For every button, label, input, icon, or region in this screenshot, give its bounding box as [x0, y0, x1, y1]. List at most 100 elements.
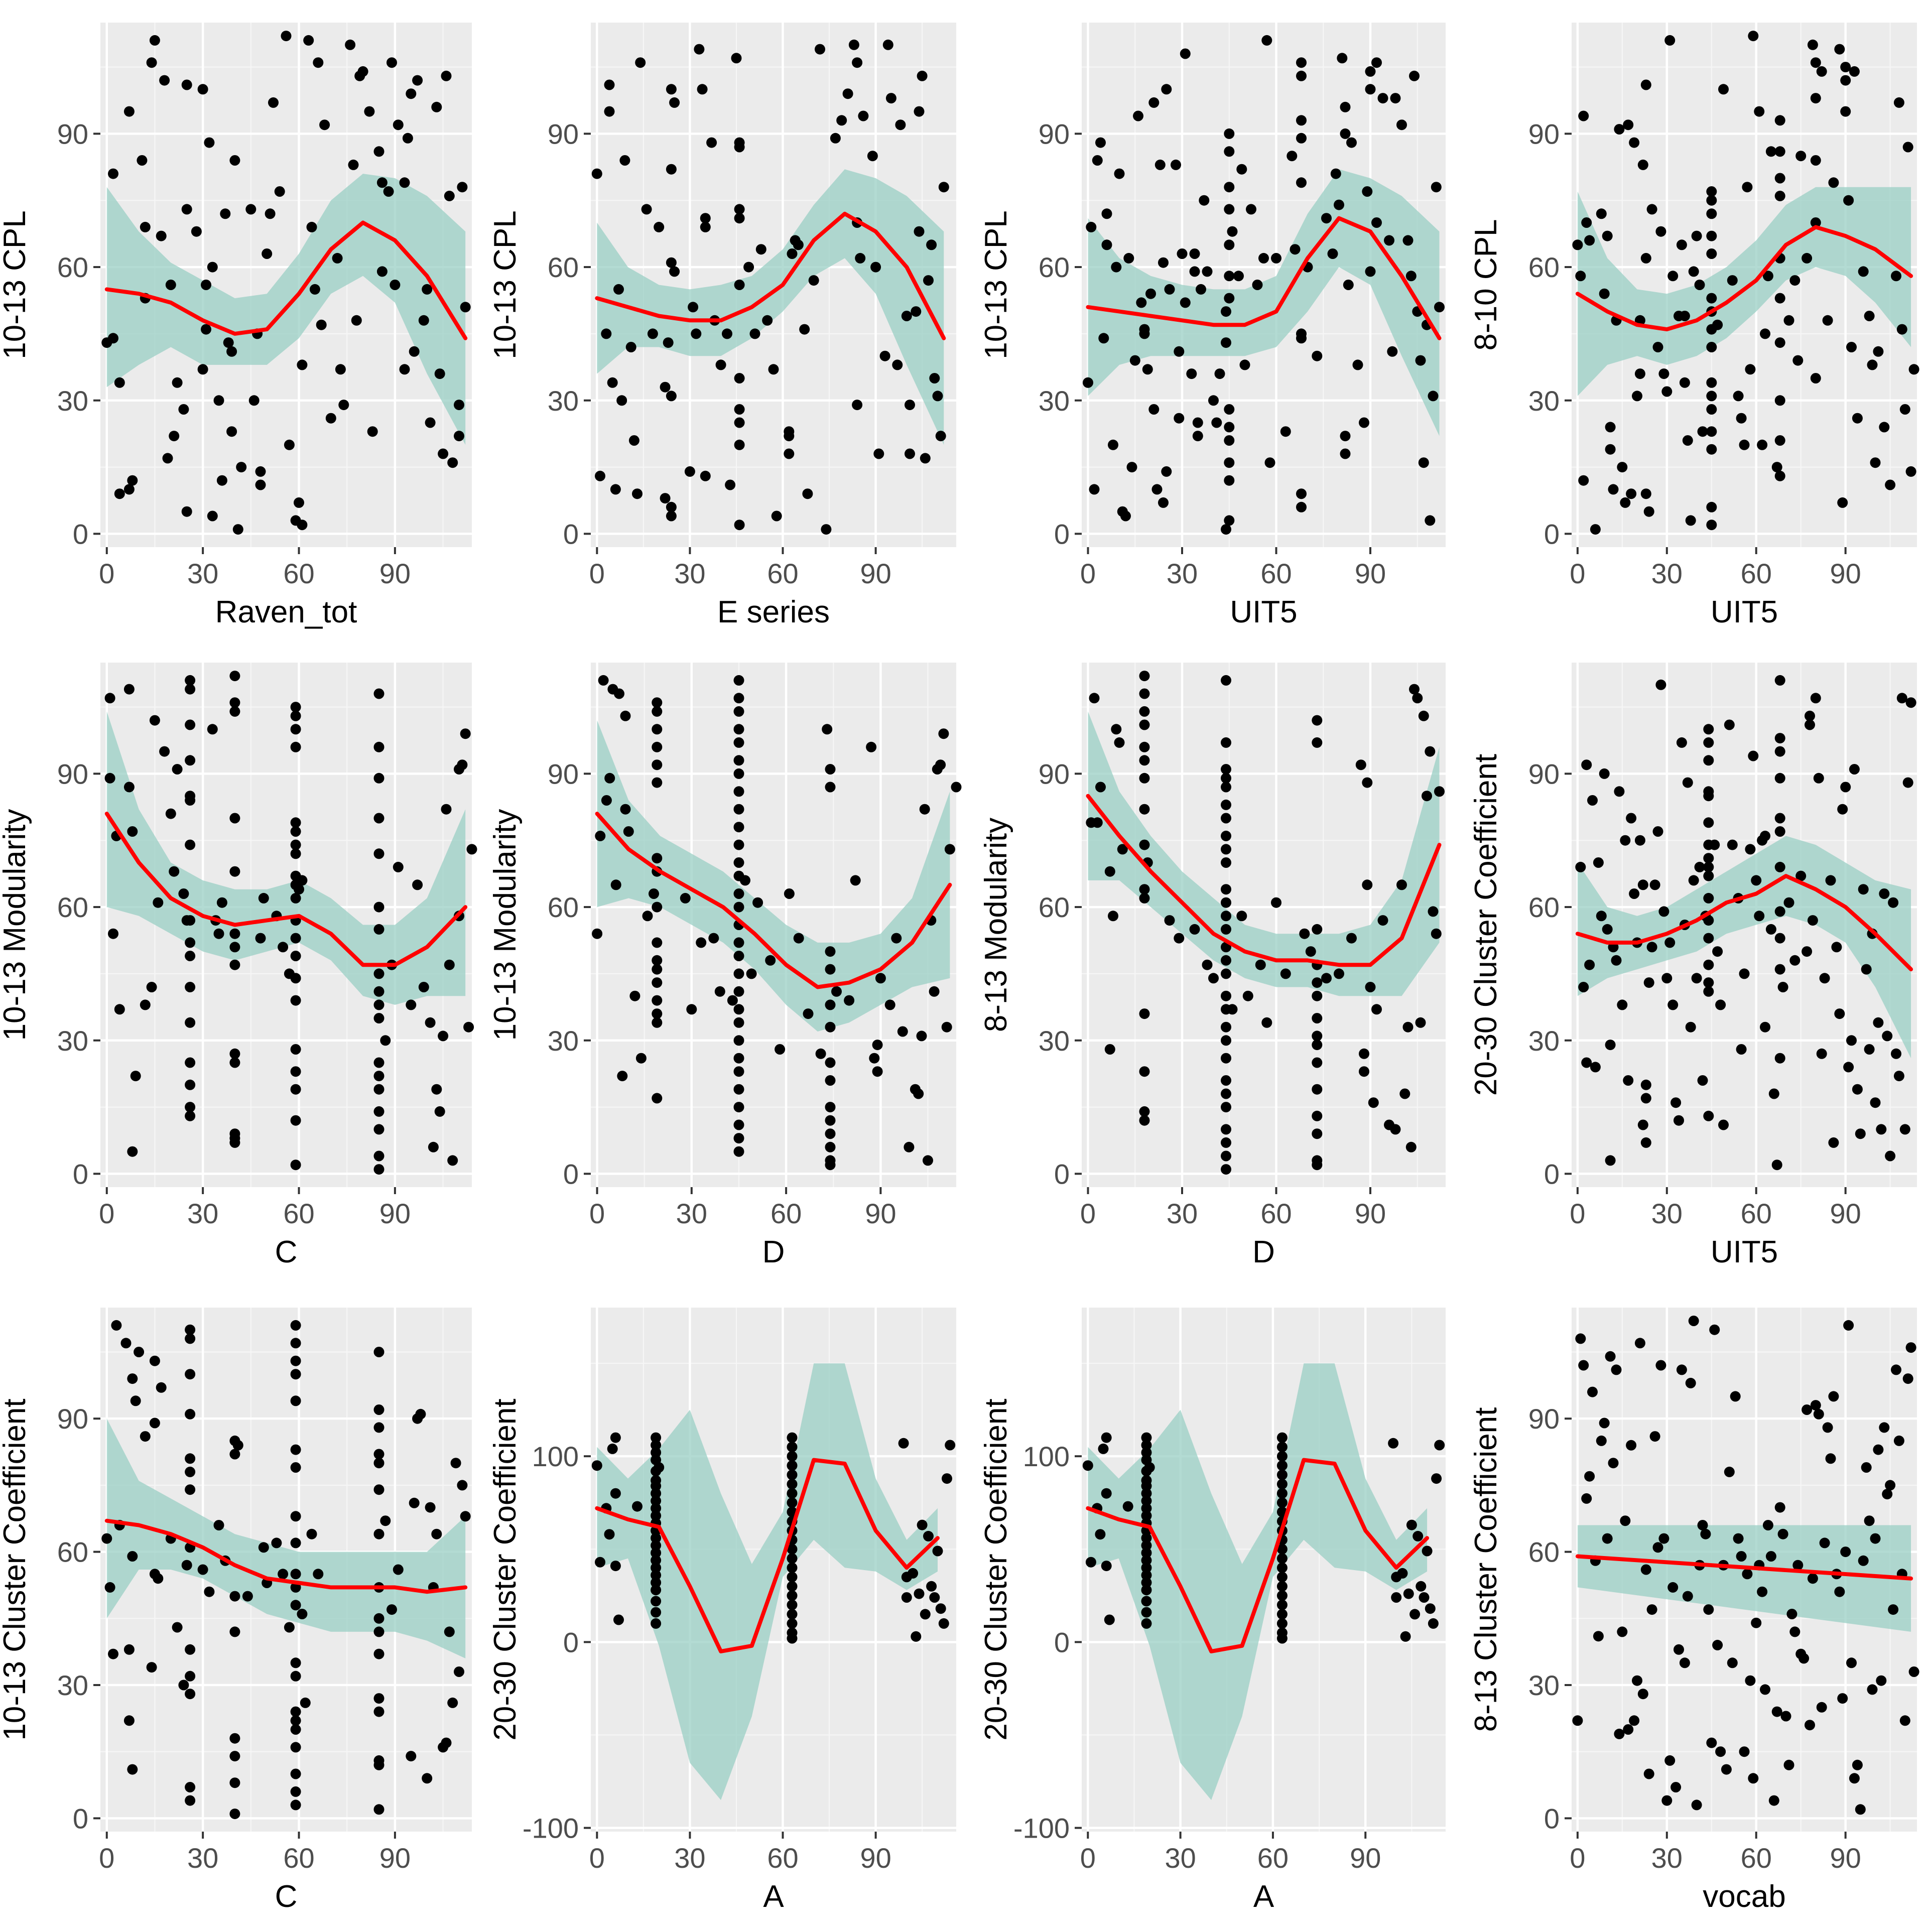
data-point — [802, 488, 813, 499]
y-tick-label: 30 — [1528, 385, 1560, 417]
data-point — [1139, 688, 1150, 699]
x-tick-label: 60 — [1257, 1842, 1289, 1874]
data-point — [1789, 955, 1801, 966]
data-point — [733, 937, 744, 948]
data-point — [1299, 928, 1310, 939]
data-point — [290, 1160, 301, 1171]
data-point — [185, 1782, 196, 1792]
data-point — [373, 1422, 384, 1433]
data-point — [1221, 737, 1231, 748]
data-point — [373, 1804, 384, 1815]
data-point — [651, 1510, 662, 1521]
data-point — [1141, 1596, 1152, 1607]
data-point — [793, 239, 804, 250]
data-point — [178, 888, 189, 899]
data-point — [1399, 1088, 1410, 1099]
y-tick-label: 60 — [1039, 891, 1070, 923]
data-point — [1652, 1542, 1663, 1553]
y-tick-label: -100 — [1013, 1813, 1070, 1844]
data-point — [1709, 839, 1720, 850]
data-point — [1139, 706, 1150, 717]
data-point — [1783, 897, 1794, 908]
data-point — [1352, 359, 1363, 370]
x-tick-label: 90 — [379, 1198, 411, 1229]
data-point — [373, 146, 384, 157]
data-point — [831, 986, 842, 997]
data-point — [185, 982, 196, 992]
data-point — [825, 1075, 836, 1086]
data-point — [1312, 350, 1323, 361]
data-point — [1346, 137, 1357, 148]
data-point — [1810, 57, 1821, 68]
data-point — [153, 897, 164, 908]
data-point — [688, 302, 699, 313]
data-point — [1340, 431, 1351, 442]
data-point — [216, 897, 227, 908]
data-point — [1177, 248, 1188, 259]
data-point — [1085, 1557, 1096, 1568]
y-tick-label: 60 — [548, 891, 579, 923]
x-tick-label: 60 — [1741, 1842, 1772, 1874]
data-point — [1596, 911, 1607, 922]
data-point — [201, 280, 211, 290]
data-point — [592, 928, 603, 939]
data-point — [1572, 1715, 1583, 1726]
data-point — [1161, 466, 1172, 477]
data-point — [1396, 119, 1407, 131]
data-point — [1208, 973, 1219, 984]
x-tick-label: 60 — [1260, 558, 1292, 589]
y-tick-label: 0 — [563, 1626, 579, 1658]
data-point — [1694, 861, 1705, 872]
data-point — [127, 475, 138, 486]
y-tick-label: 90 — [548, 118, 579, 150]
y-tick-label: 60 — [1039, 251, 1070, 283]
data-point — [1144, 1462, 1155, 1473]
panel-10: 0 30 60 90 -100 0 100 A 20-30 Cluster Coefficien… — [488, 1308, 956, 1914]
data-point — [623, 826, 634, 837]
data-point — [213, 928, 224, 939]
data-point — [1637, 159, 1648, 170]
data-point — [178, 404, 189, 415]
data-point — [367, 426, 378, 437]
data-point — [428, 1141, 439, 1152]
data-point — [226, 346, 237, 357]
data-point — [1246, 204, 1256, 215]
x-tick-label: 30 — [1167, 1198, 1198, 1229]
x-tick-label: 0 — [99, 558, 114, 589]
data-point — [1846, 1657, 1857, 1668]
data-point — [1412, 693, 1423, 704]
data-point — [1388, 1438, 1399, 1449]
data-point — [1141, 1555, 1152, 1566]
data-point — [652, 964, 663, 975]
data-point — [733, 1004, 744, 1015]
data-point — [159, 746, 170, 757]
x-tick-label: 90 — [379, 1842, 411, 1874]
data-point — [1346, 933, 1357, 944]
data-point — [1095, 782, 1106, 793]
data-point — [762, 315, 773, 326]
data-point — [1224, 422, 1235, 433]
data-point — [387, 1604, 397, 1615]
data-point — [303, 35, 314, 46]
data-point — [1751, 1617, 1762, 1628]
data-point — [1377, 915, 1388, 926]
data-point — [1640, 1564, 1651, 1575]
data-point — [591, 168, 602, 179]
y-axis-label: 8-13 Modularity — [979, 818, 1013, 1032]
data-point — [1703, 817, 1714, 828]
data-point — [619, 155, 630, 166]
data-point — [746, 968, 757, 979]
x-tick-label: 60 — [1260, 1198, 1292, 1229]
data-point — [1221, 924, 1231, 935]
data-point — [297, 1609, 308, 1619]
data-point — [406, 999, 417, 1010]
data-point — [373, 1449, 384, 1460]
data-point — [848, 39, 859, 50]
data-point — [1224, 239, 1235, 250]
data-point — [787, 1451, 798, 1462]
data-point — [604, 772, 615, 784]
data-point — [917, 1519, 928, 1530]
x-tick-label: 30 — [1165, 1842, 1196, 1874]
data-point — [632, 488, 643, 499]
data-point — [1334, 199, 1344, 210]
